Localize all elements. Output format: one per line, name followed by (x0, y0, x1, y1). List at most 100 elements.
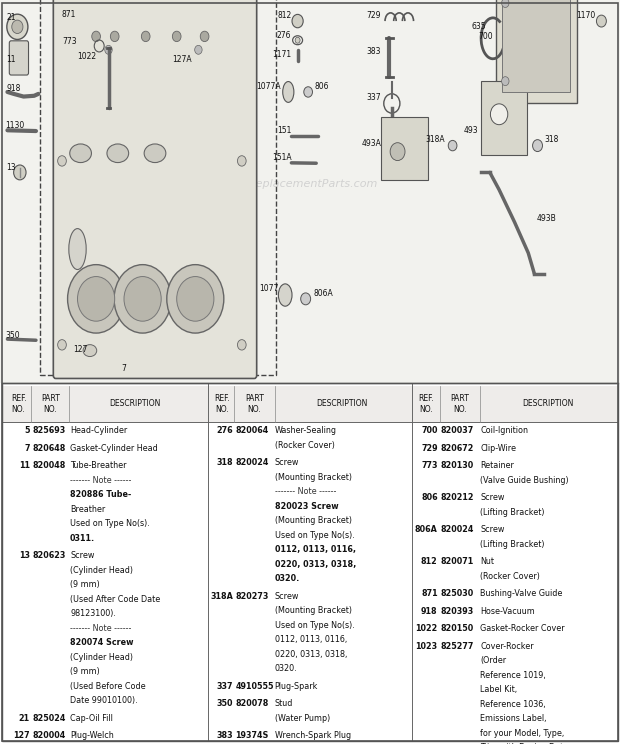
Text: Washer-Sealing: Washer-Sealing (275, 426, 337, 435)
Text: Label Kit,: Label Kit, (480, 685, 518, 694)
Circle shape (533, 140, 542, 152)
Ellipse shape (69, 144, 92, 162)
Text: 700: 700 (478, 32, 493, 41)
Text: 820064: 820064 (236, 426, 269, 435)
Text: 820023 Screw: 820023 Screw (275, 502, 339, 511)
Text: 127: 127 (73, 344, 88, 354)
Text: 7: 7 (122, 364, 126, 373)
Text: 806: 806 (314, 82, 329, 91)
Text: 13: 13 (19, 551, 30, 560)
Text: 493: 493 (464, 126, 479, 135)
Text: PART
NO.: PART NO. (450, 394, 469, 414)
Circle shape (301, 293, 311, 305)
Text: 812: 812 (277, 11, 291, 20)
Text: 127: 127 (13, 731, 30, 740)
Text: Clip-Wire: Clip-Wire (480, 443, 516, 453)
Text: 825693: 825693 (32, 426, 66, 435)
Text: ------- Note ------: ------- Note ------ (70, 476, 131, 485)
Text: 1022: 1022 (78, 52, 97, 62)
Circle shape (292, 14, 303, 28)
Circle shape (78, 277, 115, 321)
Circle shape (304, 87, 312, 97)
Text: 773: 773 (421, 461, 438, 470)
Text: for your Model, Type,: for your Model, Type, (480, 729, 565, 738)
Text: Used on Type No(s).: Used on Type No(s). (275, 531, 355, 540)
Text: Screw: Screw (275, 592, 299, 601)
Text: 151: 151 (277, 126, 291, 135)
Text: 21: 21 (6, 13, 16, 22)
Text: 820078: 820078 (236, 699, 269, 708)
Text: 825024: 825024 (32, 714, 66, 723)
Text: Used on Type No(s).: Used on Type No(s). (275, 621, 355, 630)
Text: Plug-Spark: Plug-Spark (275, 682, 318, 691)
Circle shape (114, 265, 171, 333)
Text: 11: 11 (19, 461, 30, 470)
Text: 0320.: 0320. (275, 664, 297, 673)
Text: 21: 21 (19, 714, 30, 723)
Text: (9 mm): (9 mm) (70, 580, 100, 589)
Text: 820037: 820037 (441, 426, 474, 435)
Text: (Water Pump): (Water Pump) (275, 714, 330, 723)
Circle shape (7, 14, 28, 39)
Text: 0220, 0313, 0318,: 0220, 0313, 0318, (275, 650, 347, 659)
Text: 729: 729 (367, 11, 381, 20)
Text: Coil-Ignition: Coil-Ignition (480, 426, 528, 435)
Text: 635: 635 (471, 22, 486, 31)
Text: REF.
NO.: REF. NO. (418, 394, 435, 414)
Circle shape (141, 31, 150, 42)
Text: 820071: 820071 (441, 557, 474, 566)
Circle shape (12, 20, 23, 33)
Circle shape (237, 339, 246, 350)
Text: 820150: 820150 (441, 624, 474, 633)
Text: 820886 Tube-: 820886 Tube- (70, 490, 131, 499)
Circle shape (110, 31, 119, 42)
Text: (9 mm): (9 mm) (70, 667, 100, 676)
Text: 820393: 820393 (441, 607, 474, 616)
Text: 0311.: 0311. (70, 534, 95, 543)
Circle shape (58, 155, 66, 166)
Circle shape (195, 45, 202, 54)
Circle shape (177, 277, 214, 321)
Circle shape (448, 141, 457, 151)
Text: PART
NO.: PART NO. (41, 394, 60, 414)
Circle shape (390, 143, 405, 161)
Text: 918: 918 (421, 607, 438, 616)
Text: Stud: Stud (275, 699, 293, 708)
Circle shape (92, 31, 100, 42)
Text: Retainer: Retainer (480, 461, 515, 470)
Circle shape (105, 45, 112, 54)
Text: 0112, 0113, 0116,: 0112, 0113, 0116, (275, 635, 347, 644)
Circle shape (237, 155, 246, 166)
FancyBboxPatch shape (9, 41, 29, 75)
Text: (Used After Code Date: (Used After Code Date (70, 595, 161, 604)
Circle shape (124, 277, 161, 321)
Bar (0, 0, 620, 383)
Ellipse shape (107, 144, 129, 162)
Text: 318: 318 (544, 135, 559, 144)
Text: 1022: 1022 (415, 624, 438, 633)
Text: 13: 13 (6, 163, 16, 172)
Text: 1130: 1130 (5, 121, 24, 129)
Text: eReplacementParts.com: eReplacementParts.com (242, 179, 378, 189)
Text: REF.
NO.: REF. NO. (214, 394, 230, 414)
Bar (2, 383, 618, 741)
Text: (Rocker Cover): (Rocker Cover) (480, 572, 541, 581)
Text: (Mounting Bracket): (Mounting Bracket) (275, 473, 352, 482)
Text: Screw: Screw (275, 458, 299, 467)
Text: 1023: 1023 (415, 641, 438, 651)
Bar (480, 81, 527, 155)
Text: (Lifting Bracket): (Lifting Bracket) (480, 540, 545, 549)
Text: Cap-Oil Fill: Cap-Oil Fill (70, 714, 113, 723)
Text: 383: 383 (367, 47, 381, 57)
Text: Bushing-Valve Guide: Bushing-Valve Guide (480, 589, 563, 598)
Text: ------- Note ------: ------- Note ------ (275, 487, 336, 496)
Text: 493A: 493A (361, 139, 381, 148)
Text: 19374S: 19374S (236, 731, 269, 740)
Circle shape (14, 165, 26, 180)
Bar (502, 0, 570, 92)
Text: 151A: 151A (272, 153, 291, 161)
Text: 11: 11 (6, 55, 16, 64)
Text: 825030: 825030 (441, 589, 474, 598)
Text: 820004: 820004 (32, 731, 66, 740)
Circle shape (295, 37, 300, 43)
